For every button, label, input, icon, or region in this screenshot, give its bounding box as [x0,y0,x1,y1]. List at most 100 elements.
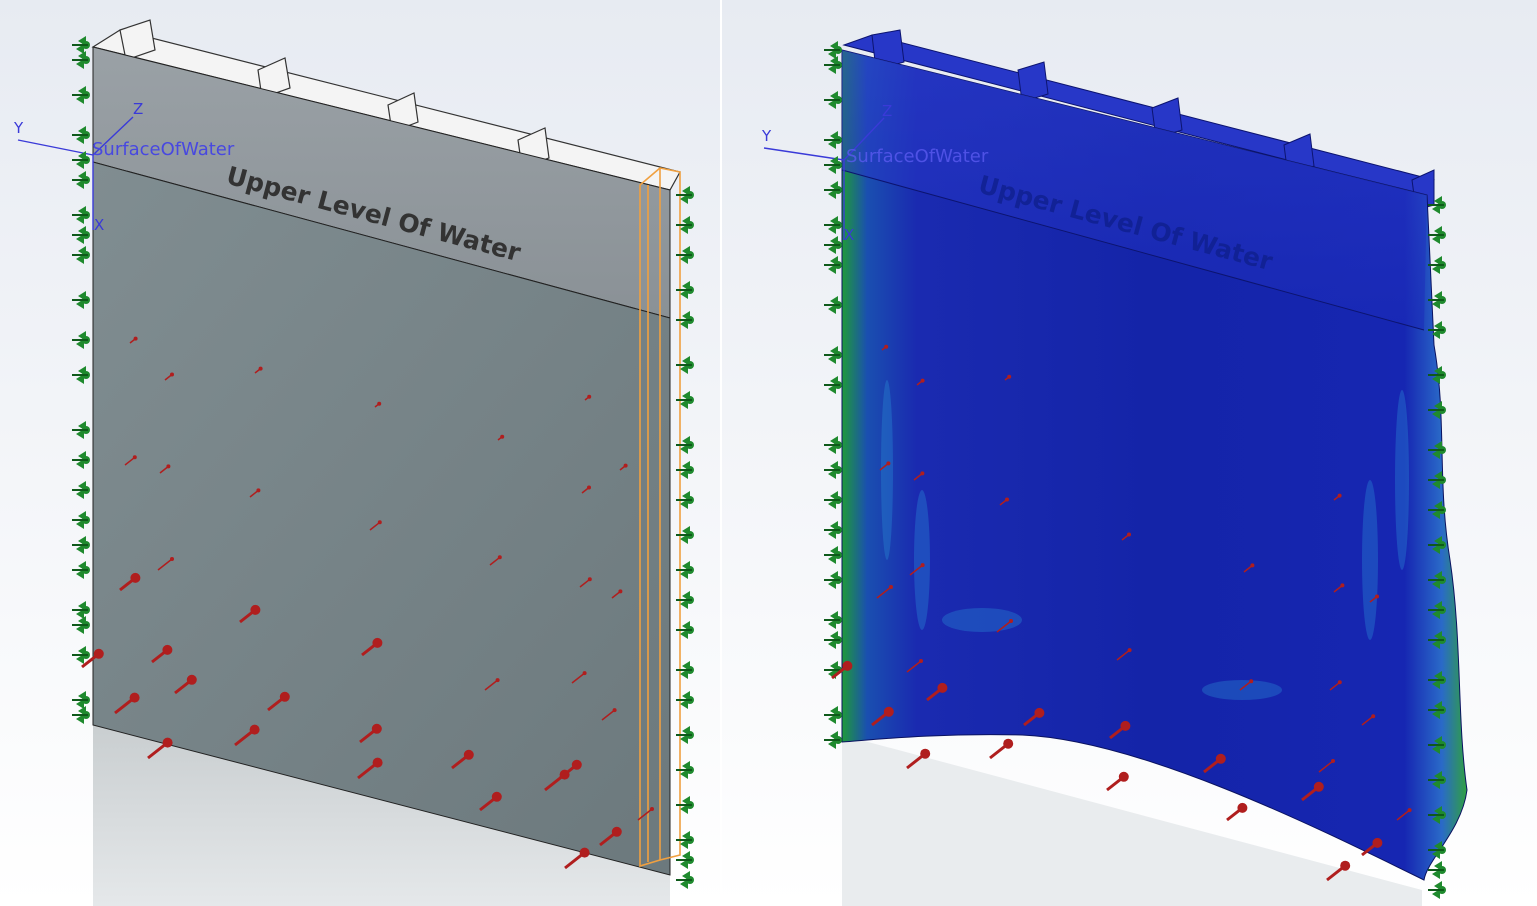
fixture-icon [72,691,90,709]
fixture-icon [676,246,694,264]
fixture-icon [824,131,842,149]
fixture-icon [824,216,842,234]
fixture-icon [1428,196,1446,214]
fixture-icon [824,611,842,629]
axis-x-label: X [94,216,104,234]
fixture-icon [1428,736,1446,754]
fixture-icon [824,546,842,564]
fixture-icon [1428,806,1446,824]
pressure-arrow-icon [571,671,587,684]
fixture-icon [824,256,842,274]
fixture-icon [824,571,842,589]
fixture-icon [824,491,842,509]
fixture-icon [1428,571,1446,589]
fixture-icon [824,436,842,454]
pressure-arrow-icon [497,434,505,441]
model-canvas[interactable]: Upper Level Of Water Y Z X SurfaceOfWate… [0,0,720,906]
fixture-icon [72,226,90,244]
fixture-icon [676,761,694,779]
pressure-arrow-icon [1023,707,1045,727]
stress-streaks [881,380,1409,700]
selected-edge-stiffener[interactable] [639,167,681,868]
fixture-icon [1428,471,1446,489]
pressure-arrow-icon [1326,860,1351,882]
pressure-arrow-icon [619,463,628,471]
fixture-icon [824,181,842,199]
pressure-arrow-icon [1369,594,1379,603]
right-edge-fixtures [676,186,694,889]
water-level-line [841,169,1425,331]
pressure-arrow-icon [564,847,590,870]
pressure-arrow-icon [1329,680,1342,691]
fixture-icon [72,646,90,664]
pressure-arrow-icon [1109,720,1131,740]
pressure-arrow-icon [1361,837,1383,857]
pressure-arrow-icon [374,401,382,408]
axis-z-label: Z [133,100,143,118]
pressure-arrow-icon [881,344,889,351]
pressure-arrow-icon [357,757,383,780]
pressure-arrow-icon [1203,753,1226,774]
fixture-icon [1428,771,1446,789]
fixture-icon [676,436,694,454]
fixture-icon [824,41,842,59]
result-canvas[interactable]: Upper Level Of Water Y Z X SurfaceOfWate… [722,0,1537,906]
fixture-icon [72,86,90,104]
pressure-arrow-icon [1243,563,1255,573]
pressure-arrow-icon [249,488,261,498]
pressure-arrow-icon [174,674,197,695]
pressure-arrow-icon [369,520,382,531]
result-axis-x-label: X [844,226,854,244]
fixture-icon [824,236,842,254]
pressure-arrow-icon [1121,532,1131,541]
fixture-icon [824,156,842,174]
pressure-arrow-icon [579,577,592,588]
pressure-arrow-icon [913,471,925,481]
fixture-icon [72,511,90,529]
fixture-icon [72,421,90,439]
fixture-icon [1428,671,1446,689]
pressure-arrow-icon [451,749,474,770]
submerged-plate[interactable] [92,161,671,876]
fixture-icon [1428,861,1446,879]
fixture-icon [824,376,842,394]
pressure-arrow-icon [906,748,931,770]
fixture-icon [824,91,842,109]
fixture-icon [1428,881,1446,899]
fixture-icon [676,281,694,299]
pressure-arrow-icon [611,589,623,599]
pressure-arrow-icon [479,791,502,812]
axis-y-label: Y [13,119,24,137]
pressure-arrow-icon [129,336,138,344]
viewport-divider [720,0,722,906]
fixture-icon [1428,601,1446,619]
pressure-arrow-icon [999,497,1009,506]
fixture-icon [824,731,842,749]
pressure-arrow-icon [831,660,853,680]
pressure-arrow-icon [151,644,173,664]
pressure-arrow-icon [1361,714,1376,726]
fixture-icon [1428,291,1446,309]
result-axis-triad-icon [763,117,885,240]
result-viewport[interactable]: Upper Level Of Water Y Z X SurfaceOfWate… [722,0,1537,906]
pressure-arrow-icon [581,485,591,494]
fixture-icon [72,206,90,224]
pressure-arrow-icon [879,461,891,471]
fixture-icon [1428,401,1446,419]
ground-shadow [93,725,670,906]
pressure-arrow-icon [909,563,925,576]
result-axis-z-label: Z [882,102,892,120]
result-right-edge-fixtures [1428,196,1446,899]
model-viewport[interactable]: Upper Level Of Water Y Z X SurfaceOfWate… [0,0,720,906]
pressure-arrow-icon [81,648,104,669]
axis-triad-icon [17,116,134,230]
pressure-arrow-icon [1396,808,1412,821]
fixture-icon [676,356,694,374]
pressure-arrow-icon [1239,679,1254,691]
deformed-upper-band [842,50,1427,330]
pressure-arrow-icon [164,372,174,381]
pressure-arrow-icon [926,682,948,702]
result-pressure-loads [831,344,1412,882]
fixture-icon [676,526,694,544]
